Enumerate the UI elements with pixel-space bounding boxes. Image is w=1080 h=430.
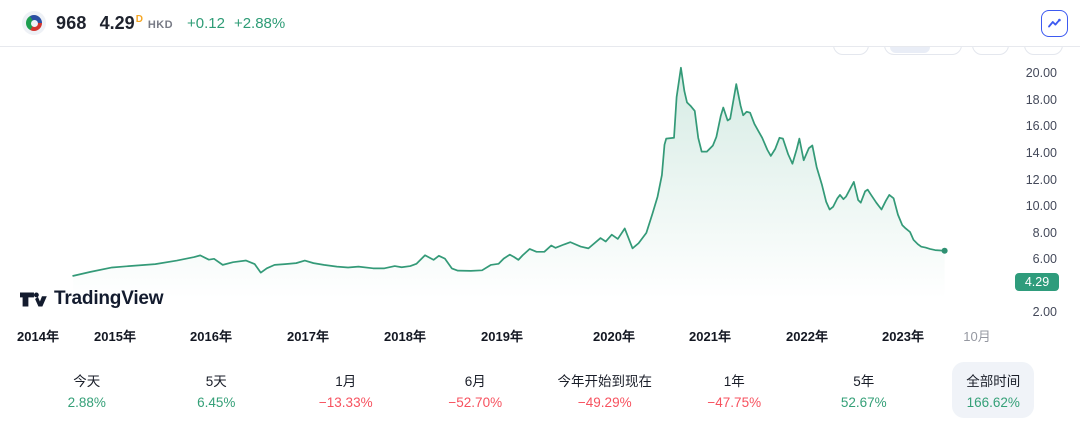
range-label: 5天 — [205, 374, 227, 389]
x-tick: 2018年 — [384, 329, 426, 344]
range-change: −47.75% — [707, 395, 762, 410]
area-fill — [73, 67, 945, 303]
range-cell: 5天 6.45% — [152, 362, 282, 418]
x-tick: 2016年 — [190, 329, 232, 344]
range-cell: 6月 −52.70% — [411, 362, 541, 418]
range-label: 全部时间 — [966, 374, 1021, 389]
range-label: 今天 — [73, 374, 101, 389]
x-tick: 2023年 — [882, 329, 924, 344]
y-tick: 8.00 — [1032, 226, 1057, 240]
tradingview-logo-icon — [20, 292, 47, 306]
range-label: 1年 — [723, 374, 745, 389]
range-button-5y[interactable]: 5年 52.67% — [827, 362, 901, 418]
x-tick: 2022年 — [786, 329, 828, 344]
y-tick: 20.00 — [1025, 66, 1057, 80]
range-button-1y[interactable]: 1年 −47.75% — [693, 362, 775, 418]
tradingview-brand-text: TradingView — [54, 288, 164, 309]
toolbar-pill-cutoff-1 — [833, 47, 869, 55]
range-cell: 5年 52.67% — [799, 362, 929, 418]
y-tick: 6.00 — [1032, 252, 1057, 266]
chart-area[interactable]: 20.00 18.00 16.00 14.00 12.00 10.00 8.00… — [0, 47, 1080, 347]
symbol-name: 968 — [56, 12, 87, 33]
range-button-5d[interactable]: 5天 6.45% — [183, 362, 249, 418]
price-value: 4.29D — [100, 13, 143, 34]
y-tick: 2.00 — [1032, 305, 1057, 319]
toolbar-pill-cutoff-4 — [1024, 47, 1063, 55]
x-tick: 2020年 — [593, 329, 635, 344]
price-line — [72, 66, 946, 277]
range-cell: 今年开始到现在 −49.29% — [540, 362, 670, 418]
price-change: +0.12 +2.88% — [187, 15, 285, 32]
range-change: 166.62% — [966, 395, 1020, 410]
tradingview-attribution-link[interactable]: TradingView — [20, 288, 164, 310]
x-tick: 2021年 — [689, 329, 731, 344]
y-tick: 18.00 — [1025, 93, 1057, 107]
market-session-flag: D — [135, 13, 143, 25]
x-tick: 2017年 — [287, 329, 329, 344]
range-change: −52.70% — [448, 395, 503, 410]
header: 968 4.29D HKD +0.12 +2.88% — [0, 0, 1080, 47]
last-price-badge: 4.29 — [1015, 273, 1059, 291]
y-tick: 14.00 — [1025, 146, 1057, 160]
currency-label: HKD — [147, 19, 173, 31]
range-cell: 1年 −47.75% — [670, 362, 800, 418]
x-tick-minor: 10月 — [963, 329, 991, 344]
y-tick: 16.00 — [1025, 119, 1057, 133]
range-cell: 1月 −13.33% — [281, 362, 411, 418]
range-selector: 今天 2.88% 5天 6.45% 1月 −13.33% 6月 −52.70% — [0, 347, 1080, 430]
x-tick: 2019年 — [481, 329, 523, 344]
range-label: 6月 — [464, 374, 486, 389]
y-tick: 10.00 — [1025, 199, 1057, 213]
y-tick: 12.00 — [1025, 173, 1057, 187]
x-tick: 2014年 — [17, 329, 59, 344]
price-area-chart — [72, 66, 948, 303]
symbol-logo-icon — [26, 15, 42, 31]
range-button-6m[interactable]: 6月 −52.70% — [434, 362, 516, 418]
range-change: 6.45% — [197, 395, 236, 410]
range-label: 1月 — [335, 374, 357, 389]
range-cell: 全部时间 166.62% — [929, 362, 1059, 418]
last-price-dot — [941, 247, 948, 254]
change-absolute: +0.12 — [186, 14, 225, 32]
chart-style-button[interactable] — [1041, 9, 1068, 37]
toolbar-pill-cutoff-3 — [972, 47, 1009, 55]
range-button-today[interactable]: 今天 2.88% — [54, 362, 120, 418]
range-label: 5年 — [853, 374, 875, 389]
range-change: −49.29% — [577, 395, 632, 410]
range-change: 2.88% — [67, 395, 106, 410]
range-cell: 今天 2.88% — [22, 362, 152, 418]
toolbar-pill-cutoff-2 — [884, 47, 962, 55]
toolbar-pill-fill — [890, 47, 930, 53]
range-button-all[interactable]: 全部时间 166.62% — [952, 362, 1035, 418]
range-button-1m[interactable]: 1月 −13.33% — [305, 362, 387, 418]
range-button-ytd[interactable]: 今年开始到现在 −49.29% — [544, 362, 667, 418]
price-number: 4.29 — [99, 12, 135, 33]
symbol-logo — [22, 11, 46, 35]
range-change: −13.33% — [318, 395, 373, 410]
change-percent: +2.88% — [233, 14, 286, 32]
range-change: 52.67% — [840, 395, 887, 410]
x-tick: 2015年 — [94, 329, 136, 344]
line-chart-icon — [1048, 18, 1061, 27]
range-label: 今年开始到现在 — [557, 374, 653, 389]
